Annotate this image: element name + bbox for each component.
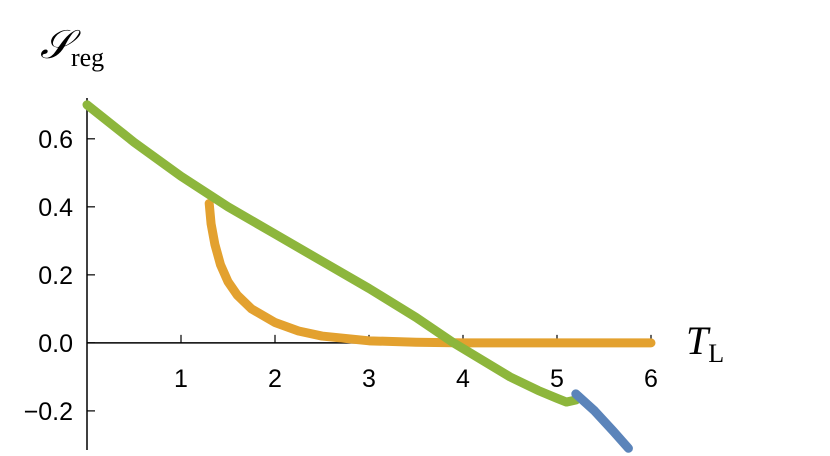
series-line (571, 389, 633, 453)
y-tick-label: 0.6 (38, 126, 73, 154)
y-axis-label-sub: reg (71, 43, 104, 72)
series-line (82, 100, 581, 407)
x-tick-label: 3 (362, 365, 376, 393)
y-tick-label: 0.2 (38, 262, 73, 290)
x-axis-label-sub: L (708, 339, 724, 368)
y-tick-label: 0.0 (38, 330, 73, 358)
x-axis-label-main: T (686, 318, 711, 363)
y-axis-label: 𝒮reg (40, 22, 104, 72)
y-tick-label: −0.2 (24, 398, 73, 426)
x-tick-label: 4 (456, 365, 470, 393)
x-tick-label: 6 (644, 365, 658, 393)
x-tick-label: 5 (550, 365, 564, 393)
plot-area (82, 100, 656, 453)
x-axis-label: TL (686, 318, 724, 368)
x-tick-label: 2 (268, 365, 282, 393)
y-tick-label: 0.4 (38, 194, 73, 222)
x-tick-label: 1 (174, 365, 188, 393)
